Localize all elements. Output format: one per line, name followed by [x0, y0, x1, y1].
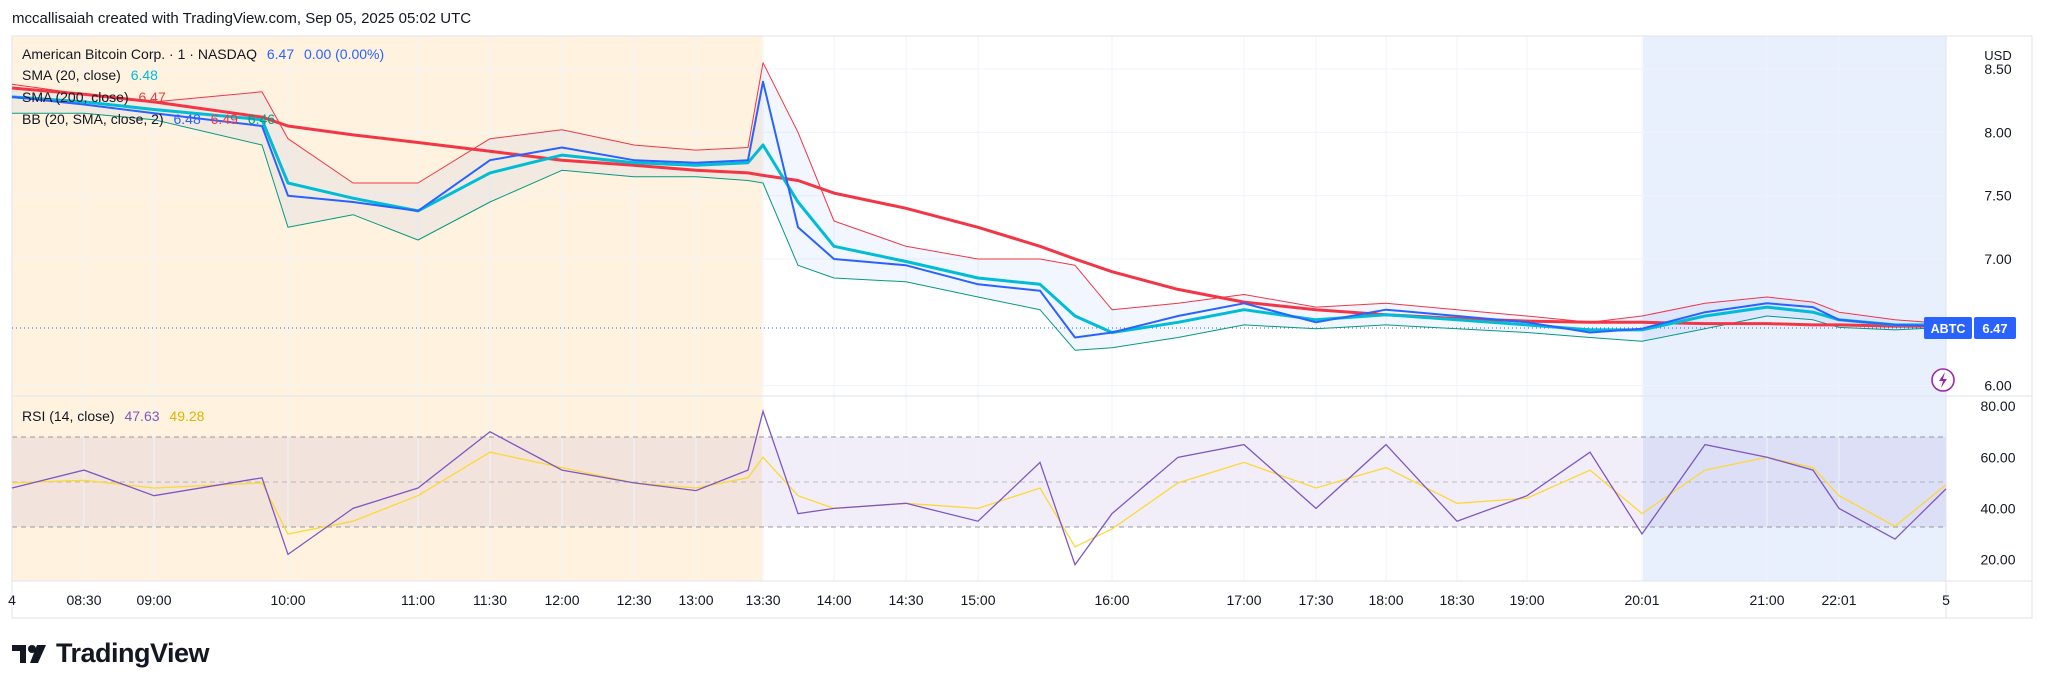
price-tick-label: 7.50	[1984, 188, 2011, 204]
price-tick-label: 6.00	[1984, 378, 2011, 394]
currency-label[interactable]: USD	[1984, 48, 2011, 63]
time-axis[interactable]: 4 08:30 09:00 10:00 11:00 11:30 12:00 12:30 13:0…	[8, 592, 1950, 608]
last-price-value: 6.47	[266, 46, 295, 62]
sma20-label: SMA (20, close)	[22, 67, 121, 83]
time-tick-label: 16:00	[1094, 592, 1129, 608]
brand-name: TradingView	[56, 638, 210, 668]
ticker-badge-price: 6.47	[1982, 321, 2007, 336]
chart-credit: mccallisaiah created with TradingView.co…	[12, 10, 472, 27]
time-tick-label: 18:30	[1439, 592, 1474, 608]
time-tick-label: 14:30	[888, 592, 923, 608]
lightning-circle-icon[interactable]	[1931, 368, 1955, 392]
time-tick-label: 12:30	[616, 592, 651, 608]
price-tick-label: 7.00	[1984, 251, 2011, 267]
rsi-value: 47.63	[124, 408, 160, 424]
time-tick-label: 14:00	[816, 592, 851, 608]
time-tick-label: 22:01	[1821, 592, 1856, 608]
rsi-label: RSI (14, close)	[22, 408, 115, 424]
rsi-line	[11, 409, 1947, 567]
time-tick-label: 12:00	[544, 592, 579, 608]
bb-label: BB (20, SMA, close, 2)	[22, 111, 164, 127]
time-tick-label: 17:00	[1226, 592, 1261, 608]
time-tick-label: 4	[8, 592, 16, 608]
bb-legend[interactable]: BB (20, SMA, close, 2) 6.48 6.49 6.46	[22, 111, 281, 127]
tradingview-logo-icon	[12, 644, 46, 663]
price-line	[11, 80, 1947, 339]
bb-lower-line	[12, 112, 1947, 351]
price-pane[interactable]	[11, 62, 1947, 351]
time-tick-label: 13:30	[745, 592, 780, 608]
tradingview-logo[interactable]: TradingView	[12, 638, 210, 669]
time-tick-label: 10:00	[270, 592, 305, 608]
price-axis[interactable]: 8.50 8.00 7.50 7.00 6.00	[1984, 61, 2011, 394]
rsi-legend[interactable]: RSI (14, close) 47.63 49.28	[22, 408, 210, 424]
bb-lower-value: 6.46	[247, 111, 276, 127]
afterhours-background	[1643, 36, 1946, 581]
rsi-axis[interactable]: 80.00 60.00 40.00 20.00	[1980, 398, 2015, 567]
rsi-ma-line	[11, 451, 1947, 548]
bb-basis-value: 6.48	[173, 111, 201, 127]
rsi-ma-value: 49.28	[169, 408, 205, 424]
ticker-badge: ABTC 6.47	[1924, 317, 2016, 339]
time-tick-label: 09:00	[136, 592, 171, 608]
rsi-tick-label: 40.00	[1980, 500, 2015, 516]
rsi-tick-label: 20.00	[1980, 552, 2015, 568]
sma20-legend[interactable]: SMA (20, close) 6.48	[22, 67, 164, 83]
symbol-legend[interactable]: American Bitcoin Corp. · 1 · NASDAQ 6.47…	[22, 46, 390, 62]
price-tick-label: 8.00	[1984, 124, 2011, 140]
chart-border	[11, 35, 2033, 619]
time-tick-label: 11:00	[401, 592, 435, 608]
sma20-line	[11, 95, 1946, 334]
time-tick-label: 13:00	[678, 592, 713, 608]
bb-upper-line	[11, 62, 1947, 325]
bb-upper-value: 6.49	[210, 111, 238, 127]
time-tick-label: 08:30	[66, 592, 101, 608]
time-tick-label: 15:00	[960, 592, 995, 608]
rsi-tick-label: 60.00	[1980, 449, 2015, 465]
price-tick-label: 8.50	[1984, 61, 2011, 77]
sma200-value: 6.47	[138, 89, 166, 105]
sma200-label: SMA (200, close)	[22, 89, 129, 105]
ticker-badge-symbol: ABTC	[1931, 322, 1966, 336]
sma200-legend[interactable]: SMA (200, close) 6.47	[22, 89, 172, 105]
rsi-tick-label: 80.00	[1980, 398, 2015, 414]
time-tick-label: 17:30	[1298, 592, 1333, 608]
symbol-title: American Bitcoin Corp. · 1 · NASDAQ	[22, 46, 257, 62]
change-value: 0.00 (0.00%)	[304, 46, 385, 62]
rsi-pane[interactable]	[11, 409, 1947, 567]
time-tick-label: 18:00	[1368, 592, 1403, 608]
time-tick-label: 19:00	[1509, 592, 1544, 608]
time-tick-label: 21:00	[1749, 592, 1784, 608]
time-tick-label: 11:30	[473, 592, 507, 608]
time-tick-label: 20:01	[1624, 592, 1659, 608]
time-tick-label: 5	[1942, 592, 1950, 608]
sma20-value: 6.48	[130, 67, 158, 83]
